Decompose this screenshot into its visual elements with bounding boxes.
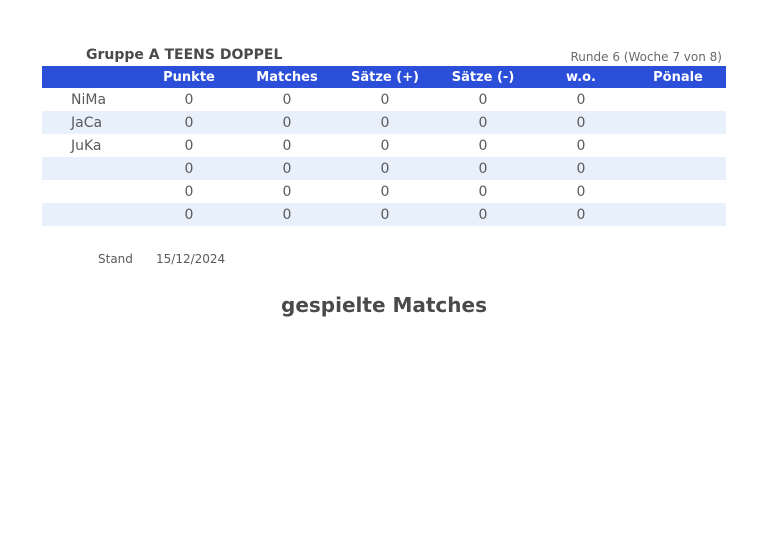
wo-cell: 0 (576, 91, 586, 108)
stand-date: 15/12/2024 (156, 252, 226, 266)
punkte-cell: 0 (184, 91, 194, 108)
column-header-saetze-plus: Sätze (+) (336, 66, 434, 88)
group-title: Gruppe A TEENS DOPPEL (86, 47, 283, 63)
punkte-cell: 0 (184, 183, 194, 200)
poenale-cell (630, 134, 726, 157)
wo-cell: 0 (532, 111, 630, 134)
poenale-cell (630, 180, 726, 203)
saetze-plus-cell: 0 (380, 91, 390, 108)
saetze-plus-cell: 0 (380, 183, 390, 200)
team-name (42, 157, 140, 180)
punkte-cell: 0 (184, 137, 194, 154)
matches-cell: 0 (282, 137, 292, 154)
team-name: NiMa (71, 91, 107, 108)
matches-cell: 0 (238, 157, 336, 180)
wo-cell: 0 (532, 203, 630, 226)
table-row: 0 0 0 0 0 (42, 180, 726, 203)
team-name: JuKa (71, 137, 102, 154)
column-header-matches: Matches (238, 66, 336, 88)
table-row: JuKa 0 0 0 0 0 (42, 134, 726, 157)
saetze-minus-cell: 0 (478, 183, 488, 200)
table-row: 0 0 0 0 0 (42, 203, 726, 226)
matches-cell: 0 (238, 111, 336, 134)
round-info: Runde 6 (Woche 7 von 8) (570, 50, 723, 64)
wo-cell: 0 (532, 157, 630, 180)
column-header-wo: w.o. (532, 66, 630, 88)
table-header-row: Punkte Matches Sätze (+) Sätze (-) w.o. … (42, 66, 726, 88)
punkte-cell: 0 (140, 157, 238, 180)
wo-cell: 0 (576, 183, 586, 200)
saetze-minus-cell: 0 (478, 91, 488, 108)
column-header-saetze-minus: Sätze (-) (434, 66, 532, 88)
saetze-plus-cell: 0 (336, 157, 434, 180)
matches-cell: 0 (238, 203, 336, 226)
wo-cell: 0 (576, 137, 586, 154)
stand-label: Stand (98, 252, 133, 266)
table-row: 0 0 0 0 0 (42, 157, 726, 180)
poenale-cell (630, 111, 726, 134)
poenale-cell (630, 88, 726, 111)
matches-heading: gespielte Matches (281, 293, 487, 317)
saetze-plus-cell: 0 (336, 203, 434, 226)
matches-cell: 0 (282, 91, 292, 108)
table-row: JaCa 0 0 0 0 0 (42, 111, 726, 134)
poenale-cell (630, 203, 726, 226)
saetze-minus-cell: 0 (434, 157, 532, 180)
saetze-minus-cell: 0 (478, 137, 488, 154)
punkte-cell: 0 (140, 203, 238, 226)
team-name (42, 203, 140, 226)
saetze-minus-cell: 0 (434, 203, 532, 226)
column-header-team (42, 66, 140, 88)
column-header-punkte: Punkte (140, 66, 238, 88)
poenale-cell (630, 157, 726, 180)
saetze-minus-cell: 0 (434, 111, 532, 134)
matches-cell: 0 (282, 183, 292, 200)
team-name: JaCa (42, 111, 140, 134)
table-row: NiMa 0 0 0 0 0 (42, 88, 726, 111)
standings-table: Punkte Matches Sätze (+) Sätze (-) w.o. … (42, 66, 726, 226)
saetze-plus-cell: 0 (380, 137, 390, 154)
punkte-cell: 0 (140, 111, 238, 134)
saetze-plus-cell: 0 (336, 111, 434, 134)
column-header-poenale: Pönale (630, 66, 726, 88)
team-name (42, 180, 140, 203)
